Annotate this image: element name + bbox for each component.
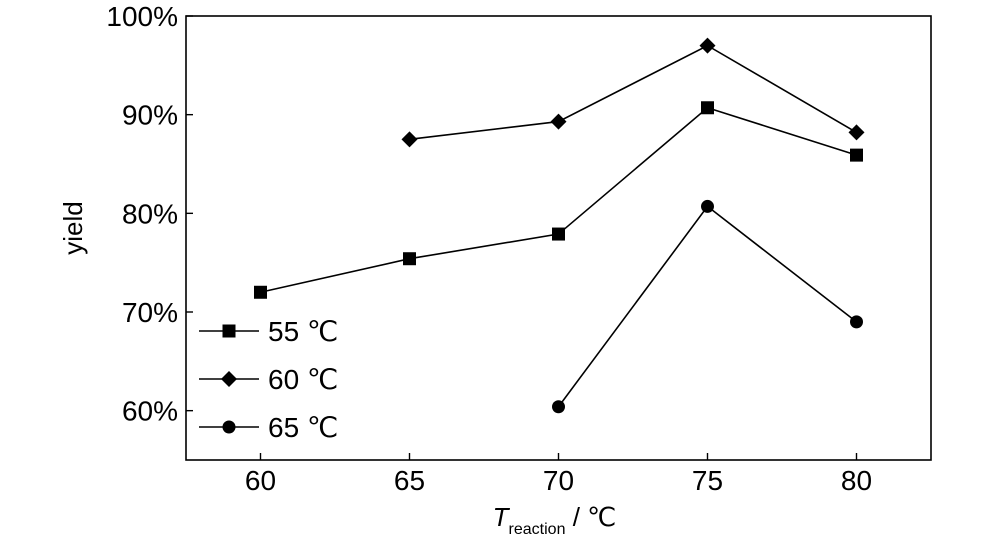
- data-point-circle: [552, 400, 565, 414]
- x-tick-label: 60: [245, 465, 276, 496]
- legend-label: 60 ℃: [268, 364, 338, 395]
- y-tick-label: 60%: [122, 396, 178, 427]
- x-tick-label: 70: [543, 465, 574, 496]
- data-point-diamond: [550, 113, 567, 130]
- x-axis-label-main: T: [493, 502, 511, 532]
- data-point-circle: [701, 199, 714, 213]
- y-tick-label: 100%: [106, 1, 178, 32]
- legend-label: 55 ℃: [268, 316, 338, 347]
- series-square: [254, 101, 863, 299]
- legend-marker-square: [222, 324, 236, 338]
- data-point-diamond: [401, 131, 418, 148]
- data-point-square: [552, 227, 565, 241]
- data-point-square: [701, 101, 714, 115]
- series-line: [260, 106, 857, 294]
- y-tick-label: 90%: [122, 100, 178, 131]
- axis-ticks: 60 65 70 75 80 60% 70% 80% 90% 100%: [106, 1, 872, 496]
- data-point-square: [850, 148, 863, 162]
- data-point-circle: [850, 315, 863, 329]
- legend: 55 ℃ 60 ℃ 65 ℃: [199, 316, 338, 443]
- data-point-square: [254, 285, 267, 299]
- series-line: [409, 44, 857, 141]
- x-axis-label-unit: / ℃: [565, 502, 616, 532]
- x-tick-label: 65: [394, 465, 425, 496]
- y-axis-label: yield: [58, 201, 88, 254]
- series-circle: [552, 199, 863, 414]
- data-point-diamond: [848, 124, 865, 141]
- legend-marker-diamond: [221, 371, 237, 387]
- x-axis-label-subscript: reaction: [509, 521, 566, 538]
- data-point-square: [403, 252, 416, 266]
- legend-marker-circle: [222, 420, 236, 434]
- y-tick-label: 70%: [122, 297, 178, 328]
- series-layer: [254, 37, 865, 414]
- y-tick-label: 80%: [122, 198, 178, 229]
- series-line: [557, 205, 857, 408]
- x-axis-label: Treaction / ℃: [493, 502, 617, 538]
- x-tick-label: 75: [692, 465, 723, 496]
- x-tick-label: 80: [841, 465, 872, 496]
- data-point-diamond: [699, 37, 716, 54]
- legend-label: 65 ℃: [268, 412, 338, 443]
- series-diamond: [401, 37, 865, 148]
